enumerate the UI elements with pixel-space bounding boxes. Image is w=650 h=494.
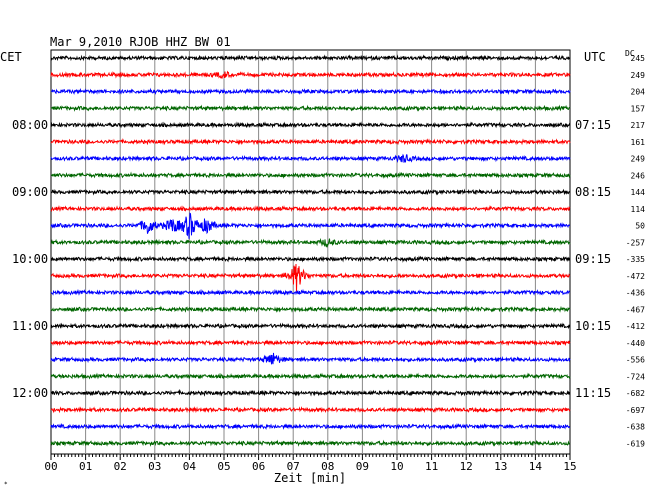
right-timezone-label: UTC xyxy=(584,50,606,64)
dc-offset-label: -724 xyxy=(626,372,645,381)
dc-offset-label: -440 xyxy=(626,339,645,348)
dc-offset-label: 246 xyxy=(631,171,646,180)
left-hour-label: 10:00 xyxy=(12,252,48,266)
corner-mark: * xyxy=(4,481,8,488)
right-hour-label: 08:15 xyxy=(575,185,611,199)
x-tick-label: 13 xyxy=(494,460,507,473)
seismic-trace xyxy=(51,171,571,179)
x-axis-title: Zeit [min] xyxy=(274,471,346,485)
seismic-trace xyxy=(50,263,571,292)
right-hour-label: 10:15 xyxy=(575,319,611,333)
seismic-trace xyxy=(50,439,571,447)
dc-offset-label: 157 xyxy=(631,104,646,113)
x-tick-label: 06 xyxy=(252,460,265,473)
seismic-trace xyxy=(50,188,571,196)
dc-offset-label: -412 xyxy=(626,322,645,331)
seismic-trace xyxy=(50,305,571,313)
seismic-trace xyxy=(50,338,571,347)
x-tick-label: 00 xyxy=(44,460,57,473)
dc-offset-label: -472 xyxy=(626,272,645,281)
dc-offset-label: 144 xyxy=(631,188,646,197)
dc-offset-label: 249 xyxy=(631,155,646,164)
seismic-trace xyxy=(50,255,571,263)
dc-offset-label: 245 xyxy=(631,54,646,63)
axis-labels: 00 01 02 03 04 05 06 07 08 09 10 11 12 13 14 15 08:00 09:… xyxy=(12,54,645,473)
right-hour-label: 11:15 xyxy=(575,386,611,400)
dc-offset-label: -682 xyxy=(626,389,645,398)
seismic-trace xyxy=(50,104,571,112)
chart-title: Mar 9,2010 RJOB HHZ BW 01 xyxy=(50,35,231,49)
seismic-trace xyxy=(50,121,571,129)
x-tick-label: 08 xyxy=(321,460,334,473)
dc-offset-label: -335 xyxy=(626,255,645,264)
dc-offset-label: -638 xyxy=(626,423,645,432)
seismic-trace xyxy=(50,372,571,380)
x-tick-label: 02 xyxy=(114,460,127,473)
dc-offset-label: -467 xyxy=(626,305,645,314)
dc-header: DC xyxy=(625,49,635,58)
seismic-trace xyxy=(50,212,571,239)
seismic-trace xyxy=(50,153,571,163)
dc-offset-label: -697 xyxy=(626,406,645,415)
seismic-trace xyxy=(50,389,571,397)
x-tick-label: 12 xyxy=(460,460,473,473)
seismic-trace xyxy=(50,87,571,96)
dc-offset-label: -619 xyxy=(626,439,645,448)
dc-offset-label: -257 xyxy=(626,238,645,247)
left-hour-label: 12:00 xyxy=(12,386,48,400)
right-hour-label: 09:15 xyxy=(575,252,611,266)
left-hour-label: 08:00 xyxy=(12,118,48,132)
seismic-trace xyxy=(50,322,571,330)
seismic-trace xyxy=(50,406,571,414)
seismic-trace xyxy=(50,288,571,296)
dc-offset-label: 217 xyxy=(631,121,646,130)
dc-offset-label: 114 xyxy=(631,205,646,214)
dc-offset-label: 204 xyxy=(631,88,646,97)
dc-offset-label: 50 xyxy=(635,222,645,231)
x-tick-label: 01 xyxy=(79,460,92,473)
seismic-trace xyxy=(50,137,571,146)
dc-offset-label: -436 xyxy=(626,289,645,298)
seismic-trace xyxy=(50,204,571,213)
x-tick-label: 10 xyxy=(390,460,403,473)
dc-offset-label: 249 xyxy=(631,71,646,80)
left-timezone-label: CET xyxy=(0,50,22,64)
seismic-trace xyxy=(50,237,571,248)
seismic-trace xyxy=(50,54,571,62)
right-hour-label: 07:15 xyxy=(575,118,611,132)
x-tick-label: 11 xyxy=(425,460,438,473)
seismic-traces xyxy=(50,54,571,447)
x-tick-label: 05 xyxy=(217,460,230,473)
dc-offset-label: 161 xyxy=(631,138,646,147)
x-tick-label: 07 xyxy=(287,460,300,473)
seismic-trace xyxy=(50,422,571,431)
seismic-trace xyxy=(50,70,571,80)
x-tick-label: 04 xyxy=(183,460,197,473)
dc-offset-label: -556 xyxy=(626,356,645,365)
x-tick-label: 14 xyxy=(529,460,543,473)
plot-grid xyxy=(50,49,571,455)
x-tick-label: 03 xyxy=(148,460,161,473)
left-hour-label: 09:00 xyxy=(12,185,48,199)
x-tick-label: 09 xyxy=(356,460,369,473)
seismic-trace xyxy=(50,352,571,365)
x-tick-label: 15 xyxy=(563,460,576,473)
left-hour-label: 11:00 xyxy=(12,319,48,333)
